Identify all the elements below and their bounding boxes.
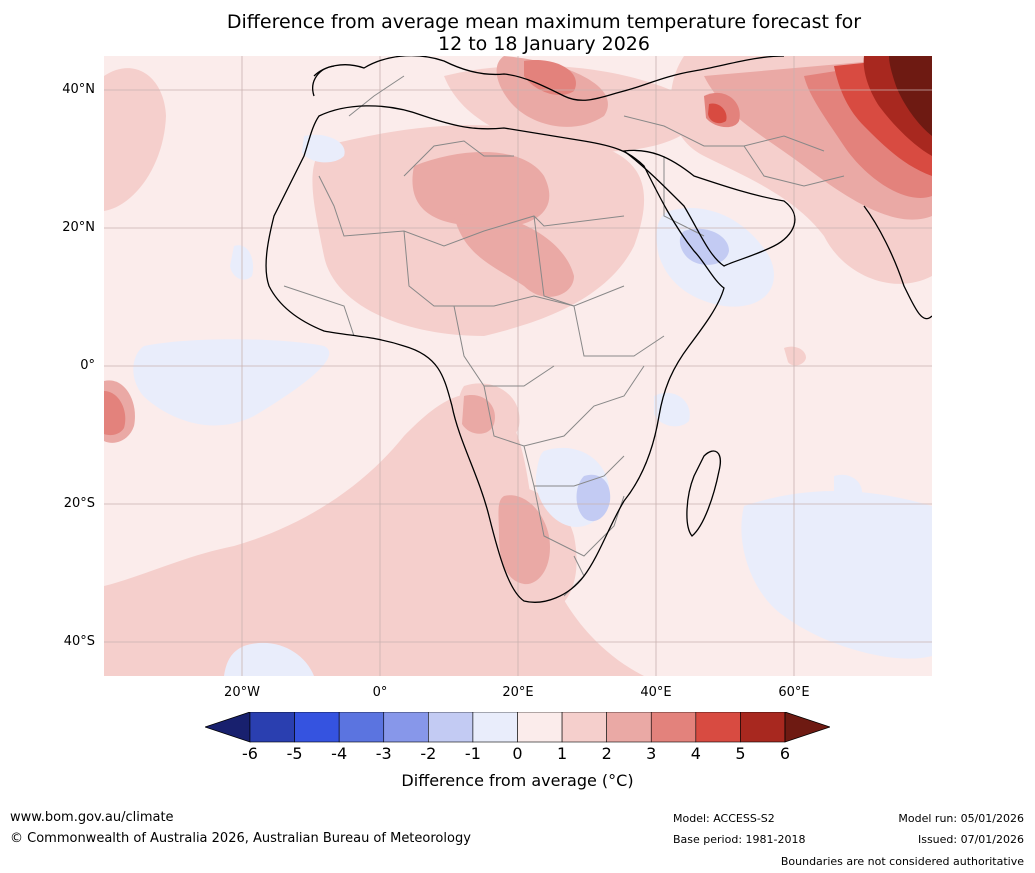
colorbar-extend-low <box>205 712 251 743</box>
model-run-date: Model run: 05/01/2026 <box>898 812 1024 825</box>
colorbar-bin <box>650 712 697 743</box>
lon-label-20w: 20°W <box>224 685 260 700</box>
website-link[interactable]: www.bom.gov.au/climate <box>10 810 174 825</box>
lat-label-20n: 20°N <box>62 220 95 235</box>
colorbar-bin <box>695 712 741 743</box>
colorbar-bin <box>472 712 518 743</box>
country-borders <box>283 75 845 597</box>
colorbar-tick-label: 2 <box>601 744 612 763</box>
issued-date: Issued: 07/01/2026 <box>917 833 1024 846</box>
graticule <box>104 56 932 676</box>
colorbar-bin <box>561 712 607 743</box>
copyright-notice: © Commonwealth of Australia 2026, Austra… <box>10 831 471 846</box>
colorbar-extend-high <box>784 712 830 743</box>
iberia-coastline <box>312 65 335 97</box>
colorbar-tick-label: -1 <box>464 744 481 763</box>
anomaly-band-above-6 <box>889 56 932 136</box>
base-period: Base period: 1981-2018 <box>673 833 806 846</box>
colorbar-tick-label: -5 <box>286 744 303 763</box>
colorbar-bin <box>338 712 385 743</box>
model-name: Model: ACCESS-S2 <box>673 812 775 825</box>
colorbar-tick-label: 3 <box>646 744 657 763</box>
colorbar-bin <box>740 712 786 743</box>
madagascar-coastline <box>686 450 721 537</box>
colorbar-bin <box>249 712 295 743</box>
colorbar-tick-label: 5 <box>735 744 746 763</box>
colorbar-tick-label: -4 <box>331 744 348 763</box>
colorbar <box>205 712 830 743</box>
colorbar-tick-label: -2 <box>420 744 437 763</box>
africa-coastline <box>265 105 725 603</box>
colorbar-tick-label: -3 <box>375 744 392 763</box>
lat-label-0: 0° <box>80 358 95 373</box>
lon-label-20e: 20°E <box>502 685 534 700</box>
colorbar-tick-label: 1 <box>556 744 568 763</box>
colorbar-bin <box>383 712 429 743</box>
temperature-anomaly-map <box>104 56 932 676</box>
lat-label-20s: 20°S <box>63 496 95 511</box>
lon-label-0: 0° <box>372 685 388 700</box>
lat-label-40n: 40°N <box>62 82 95 97</box>
europe-coastline <box>313 56 785 101</box>
colorbar-tick-label: -6 <box>242 744 258 763</box>
map-title-line-1: Difference from average mean maximum tem… <box>226 11 862 33</box>
arabia-coastline <box>622 149 796 267</box>
colorbar-tick-label: 0 <box>512 744 523 763</box>
coastlines <box>265 56 932 603</box>
colorbar-tick-label: 4 <box>690 744 701 763</box>
colorbar-tick-label: 6 <box>779 744 791 763</box>
anomaly-band-minus-2-to-minus-1 <box>576 228 729 522</box>
colorbar-bin <box>428 712 474 743</box>
map-title-line-2: 12 to 18 January 2026 <box>438 33 650 55</box>
colorbar-bin <box>294 712 340 743</box>
colorbar-bin <box>517 712 563 743</box>
colorbar-label: Difference from average (°C) <box>401 771 634 790</box>
colorbar-bin <box>606 712 652 743</box>
boundaries-disclaimer: Boundaries are not considered authoritat… <box>780 855 1024 868</box>
lat-label-40s: 40°S <box>63 634 95 649</box>
india-coastline <box>863 205 932 320</box>
lon-label-60e: 60°E <box>778 685 810 700</box>
lon-label-40e: 40°E <box>640 685 672 700</box>
